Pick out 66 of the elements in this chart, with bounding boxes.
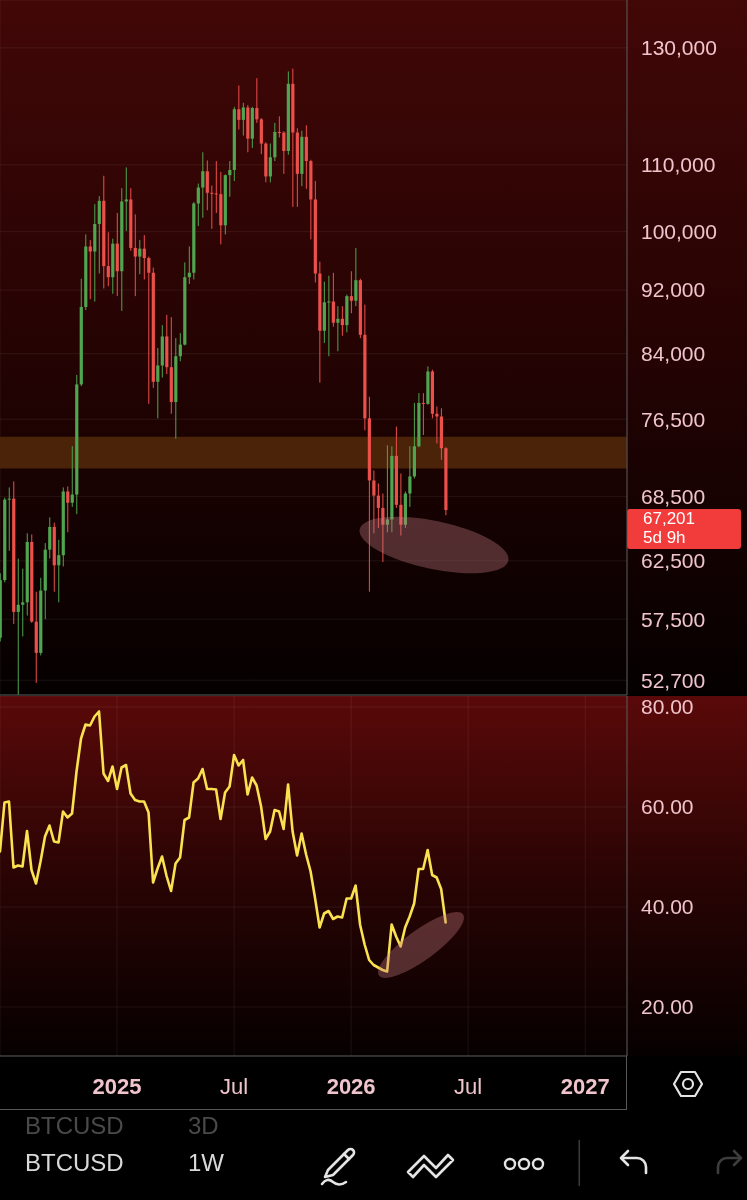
candlestick	[205, 159, 209, 211]
y-tick-label: 52,700	[641, 668, 706, 692]
candlestick	[201, 151, 205, 219]
candlestick	[16, 558, 20, 695]
candlestick	[331, 272, 335, 328]
candlestick	[106, 231, 110, 287]
y-tick-label: 100,000	[641, 220, 717, 244]
candlestick	[282, 130, 286, 175]
candlestick	[228, 160, 232, 198]
candlestick	[241, 102, 245, 137]
candlestick	[421, 392, 425, 436]
candlestick	[214, 160, 218, 214]
text: BTCUSD	[25, 1149, 124, 1177]
x-tick-label: Jul	[454, 1073, 483, 1099]
candlestick	[268, 143, 272, 183]
candlestick	[133, 213, 137, 297]
candlestick	[349, 270, 353, 314]
y-tick-label: 130,000	[641, 36, 717, 60]
y-tick-label: 76,500	[641, 407, 706, 431]
text: 1W	[188, 1149, 224, 1177]
candlestick	[340, 305, 344, 337]
candlestick	[210, 185, 214, 230]
text: 5d 9h	[643, 528, 686, 548]
candlestick	[381, 493, 385, 563]
line-series	[0, 710, 447, 973]
y-tick-label: 92,000	[641, 278, 706, 302]
candlestick	[399, 472, 403, 536]
candlestick	[327, 275, 331, 357]
candlestick	[385, 444, 389, 533]
candlestick	[124, 166, 128, 232]
y-tick-label: 84,000	[641, 342, 706, 366]
x-tick-label: 2027	[560, 1073, 610, 1099]
y-tick-label: 57,500	[641, 607, 706, 631]
candlestick	[7, 486, 11, 552]
candlestick	[57, 539, 61, 603]
y-tick-label: 40.00	[641, 895, 694, 919]
candlestick	[97, 195, 101, 274]
candlestick	[408, 445, 412, 508]
candlestick	[336, 305, 340, 352]
candlestick	[376, 482, 380, 529]
y-tick-label: 68,500	[641, 485, 706, 509]
candlestick	[48, 516, 52, 560]
candlestick	[277, 115, 281, 138]
y-tick-label: 60.00	[641, 795, 694, 819]
y-tick-label: 80.00	[641, 695, 694, 719]
y-tick-label: 20.00	[641, 995, 694, 1019]
x-tick-label: Jul	[220, 1073, 249, 1099]
candlestick	[156, 347, 160, 419]
candlestick	[70, 445, 74, 508]
text: BTCUSD	[25, 1112, 124, 1140]
x-tick-label: 2025	[92, 1073, 142, 1099]
candlestick	[88, 239, 92, 300]
candlestick	[237, 85, 241, 130]
text: 67,201	[643, 509, 695, 529]
text: 3D	[188, 1112, 219, 1140]
candlestick	[372, 470, 376, 534]
x-tick-label: 2026	[326, 1073, 376, 1099]
y-tick-label: 110,000	[641, 153, 716, 177]
candlestick	[142, 234, 146, 280]
candlestick	[354, 247, 358, 307]
candlestick	[138, 239, 142, 275]
candlestick	[21, 568, 25, 637]
candlestick	[66, 485, 70, 533]
candlestick	[147, 256, 151, 405]
y-tick-label: 62,500	[641, 549, 706, 573]
candlestick	[255, 77, 259, 124]
